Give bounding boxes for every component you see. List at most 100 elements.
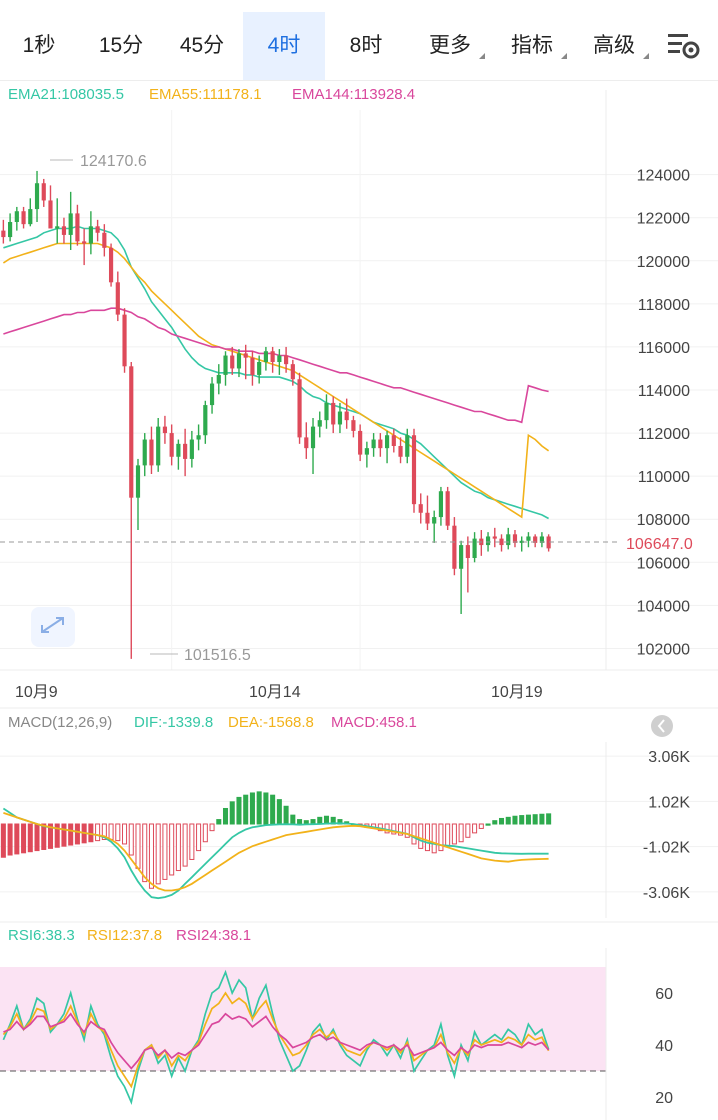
candle-body xyxy=(88,226,93,244)
tab-4h[interactable]: 4时 xyxy=(243,12,325,80)
candle-body xyxy=(1,230,6,238)
candle-body xyxy=(209,383,215,406)
candle-down xyxy=(358,424,363,462)
macd-hist-bar xyxy=(122,823,128,845)
macd-hist-bar xyxy=(297,819,303,825)
timeframe-toolbar: 1秒 15分 45分 4时 8时 更多 指标 高级 xyxy=(0,0,718,81)
candle-up xyxy=(519,536,524,552)
candle-body xyxy=(384,435,390,449)
candle-up xyxy=(135,458,141,530)
candle-body xyxy=(82,241,87,244)
candle-body xyxy=(108,247,114,283)
macd-hist-bar xyxy=(424,823,430,852)
macd-hist-bar xyxy=(431,823,437,854)
macd-hist-bar xyxy=(61,823,67,847)
candle-down xyxy=(344,398,349,429)
candle-body xyxy=(364,448,369,455)
candle-down xyxy=(108,243,114,287)
candle-body xyxy=(533,536,538,543)
macd-hist-bar xyxy=(216,819,222,825)
candle-body xyxy=(196,435,201,440)
ema21-line xyxy=(3,225,549,520)
candle-up xyxy=(317,411,322,438)
rsi24-legend: RSI24:38.1 xyxy=(176,927,251,944)
macd-hist-bar xyxy=(21,823,27,854)
candle-up xyxy=(384,430,390,464)
candle-up xyxy=(526,532,531,548)
candle-down xyxy=(297,372,302,444)
macd-hist-bar xyxy=(108,823,114,841)
candle-down xyxy=(411,428,417,513)
macd-hist-bar xyxy=(243,794,249,825)
candle-body xyxy=(129,366,134,498)
macd-hist-bar xyxy=(162,823,168,880)
candle-down xyxy=(378,433,383,457)
low-price-label: 101516.5 xyxy=(184,647,251,664)
macd-hist-bar xyxy=(465,823,471,838)
zoom-button[interactable] xyxy=(31,607,75,647)
candle-body xyxy=(41,183,46,201)
macd-hist-bar xyxy=(101,823,107,841)
candle-body xyxy=(95,226,100,233)
candle-down xyxy=(102,224,107,257)
candle-body xyxy=(438,491,444,518)
macd-tick-label: -3.06K xyxy=(643,885,690,902)
candle-body xyxy=(8,222,13,238)
candle-down xyxy=(115,271,120,322)
macd-hist-bar xyxy=(270,794,276,825)
tab-indicators[interactable]: 指标 xyxy=(494,12,570,80)
candle-body xyxy=(176,443,181,457)
candle-down xyxy=(331,396,336,434)
tab-advanced[interactable]: 高级 xyxy=(576,12,652,80)
candle-down xyxy=(452,517,457,576)
macd-hist-bar xyxy=(249,792,255,825)
price-tick-label: 110000 xyxy=(638,469,690,486)
dropdown-triangle-icon xyxy=(479,53,485,59)
candle-body xyxy=(277,355,282,362)
tab-indicators-label: 指标 xyxy=(511,34,553,57)
price-tick-label: 104000 xyxy=(637,598,690,615)
candle-down xyxy=(270,346,275,373)
candle-body xyxy=(418,504,423,513)
tab-1s[interactable]: 1秒 xyxy=(22,34,56,57)
candle-down xyxy=(492,527,497,548)
candle-body xyxy=(21,211,26,225)
tab-8h[interactable]: 8时 xyxy=(349,34,383,57)
candle-up xyxy=(68,191,73,250)
candle-body xyxy=(492,536,497,539)
collapse-button[interactable] xyxy=(651,715,673,737)
candle-down xyxy=(75,204,80,246)
price-tick-label: 116000 xyxy=(638,340,690,357)
candle-up xyxy=(176,439,181,470)
candle-body xyxy=(203,405,208,436)
macd-hist-bar xyxy=(236,796,242,825)
price-axis: 124000 122000 120000 118000 116000 114000 1120… xyxy=(637,168,690,659)
price-grid xyxy=(0,90,718,670)
macd-hist-bar xyxy=(148,823,154,889)
ema-lines xyxy=(2,225,550,520)
candle-down xyxy=(351,415,356,438)
candle-down xyxy=(243,344,248,380)
tab-more[interactable]: 更多 xyxy=(412,12,488,80)
last-price-label: 106647.0 xyxy=(626,536,693,553)
tab-15m[interactable]: 15分 xyxy=(98,34,144,57)
price-tick-label: 114000 xyxy=(638,383,690,400)
candle-down xyxy=(479,530,484,556)
macd-hist-bar xyxy=(27,823,33,853)
candle-up xyxy=(216,364,221,395)
candle-up xyxy=(14,206,19,231)
candle-body xyxy=(337,411,343,425)
candle-body xyxy=(169,433,174,457)
tab-45m[interactable]: 45分 xyxy=(179,34,225,57)
chart-settings-icon[interactable] xyxy=(664,30,704,64)
candle-body xyxy=(223,355,228,375)
candle-body xyxy=(391,435,396,446)
candle-body xyxy=(28,209,33,225)
macd-hist-bar xyxy=(34,823,40,852)
x-tick-label: 10月14 xyxy=(249,684,301,701)
x-tick-label: 10月9 xyxy=(15,684,58,701)
dropdown-triangle-icon xyxy=(643,53,649,59)
macd-hist-bar xyxy=(458,823,464,843)
candle-body xyxy=(55,226,60,229)
